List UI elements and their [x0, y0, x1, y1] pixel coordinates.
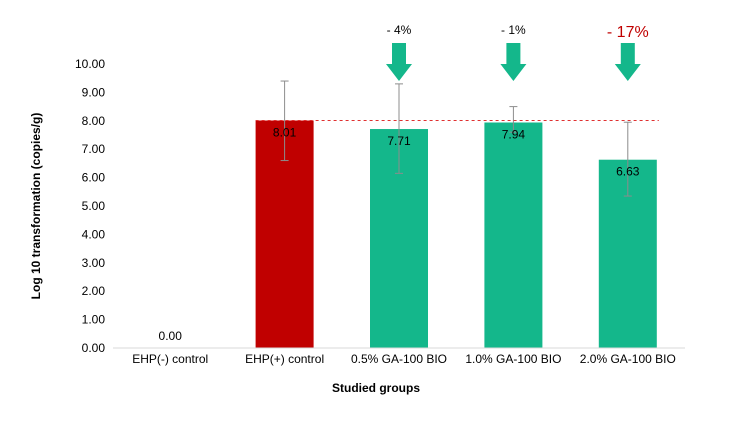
error-bars [280, 80, 632, 197]
data-label: 7.71 [387, 134, 411, 148]
annotations: - 4% - 1% - 17% [386, 23, 649, 81]
x-tick-label: EHP(+) control [245, 352, 324, 366]
y-tick-label: 7.00 [82, 142, 106, 156]
y-tick-label: 4.00 [82, 227, 106, 241]
y-tick-label: 9.00 [82, 85, 106, 99]
y-tick-label: 0.00 [82, 341, 106, 355]
y-tick-label: 10.00 [75, 57, 105, 71]
x-tick-label: 1.0% GA-100 BIO [465, 352, 561, 366]
data-label: 7.94 [502, 128, 526, 142]
annotation-label: - 17% [607, 24, 649, 41]
bars [255, 120, 657, 349]
data-label: 8.01 [273, 126, 297, 140]
y-tick-label: 8.00 [82, 114, 106, 128]
data-label: 0.00 [159, 329, 183, 343]
x-axis-label: Studied groups [332, 381, 420, 395]
data-label: 6.63 [616, 165, 640, 179]
y-axis-label: Log 10 transformation (copies/g) [29, 113, 43, 300]
down-arrow-icon [500, 43, 527, 81]
bar [484, 122, 543, 348]
annotation-label: - 1% [501, 23, 526, 37]
down-arrow-icon [386, 43, 412, 81]
y-tick-label: 5.00 [82, 199, 106, 213]
x-tick-label: 2.0% GA-100 BIO [580, 352, 676, 366]
x-axis-ticks: EHP(-) control EHP(+) control 0.5% GA-100 … [132, 352, 676, 366]
y-axis-ticks: 0.00 1.00 2.00 3.00 4.00 5.00 6.00 7.00 8.00 9.00… [75, 57, 105, 355]
down-arrow-icon [614, 43, 641, 81]
x-tick-label: 0.5% GA-100 BIO [351, 352, 447, 366]
y-tick-label: 2.00 [82, 284, 106, 298]
annotation-label: - 4% [387, 23, 412, 37]
y-tick-label: 3.00 [82, 256, 106, 270]
data-labels: 0.00 8.01 7.71 7.94 6.63 [159, 126, 640, 343]
x-tick-label: EHP(-) control [132, 352, 208, 366]
y-tick-label: 6.00 [82, 171, 106, 185]
y-tick-label: 1.00 [82, 313, 106, 327]
